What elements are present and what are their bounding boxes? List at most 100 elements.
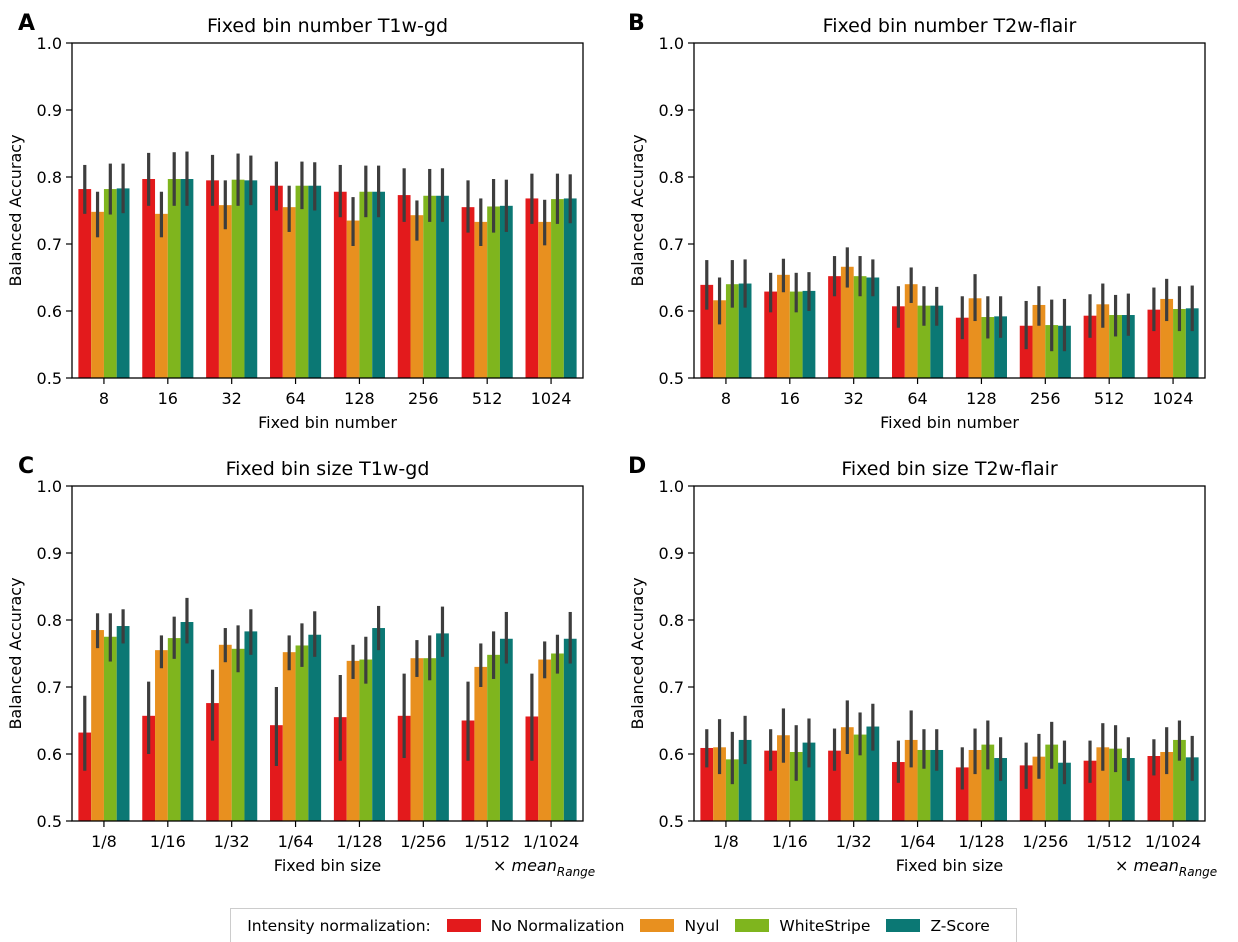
y-axis-label: Balanced Accuracy [628,134,647,286]
bar-nyul-1-256 [1032,756,1046,821]
bar-whitestripe-32 [853,276,867,378]
bar-no-normalization-1-256 [1019,765,1033,821]
x-axis-unit-mean: mean [1134,856,1179,875]
bar-no-normalization-1-128 [955,767,969,821]
y-tick-label: 0.7 [659,678,684,697]
x-axis-unit-base: × [493,856,512,875]
bar-whitestripe-512 [487,206,500,378]
bar-z-score-1-1024 [1185,757,1199,821]
bar-nyul-64 [282,207,296,378]
x-tick-label: 512 [472,389,503,408]
panel-d: D Fixed bin size T2w-flair 0.5 0.6 0.7 0.8 0.9… [628,454,1217,879]
bar-nyul-1-32 [840,727,854,821]
bar-z-score-1024 [563,198,577,378]
bar-whitestripe-1-1024 [1173,739,1186,821]
x-tick-label: 32 [844,389,864,408]
bar-z-score-8 [738,283,752,378]
bar-z-score-1-32 [244,631,258,821]
bar-z-score-1-256 [436,633,449,821]
bar-no-normalization-1-64 [270,725,283,821]
bar-no-normalization-1-16 [142,715,156,821]
x-axis-label: Fixed bin number [880,413,1019,432]
bar-nyul-1024 [1160,298,1174,378]
y-tick-label: 1.0 [659,34,684,53]
y-tick-label: 0.7 [659,235,684,254]
bar-no-normalization-512 [461,207,475,378]
bar-z-score-256 [1058,325,1071,378]
bar-nyul-256 [410,215,424,378]
bar-nyul-512 [474,221,488,378]
x-tick-label: 256 [1030,389,1061,408]
panel-a: A Fixed bin number T1w-gd 0.5 0.6 0.7 0.8 0.9 1… [6,11,584,432]
y-tick-label: 0.7 [37,678,62,697]
bar-nyul-1-256 [410,658,424,821]
bar-no-normalization-8 [700,284,714,378]
panel-letter: D [628,454,646,479]
bar-nyul-16 [155,213,168,378]
y-tick-label: 1.0 [659,477,684,496]
bar-z-score-1-256 [1058,762,1071,821]
bar-no-normalization-1024 [525,198,539,378]
bar-nyul-1-1024 [1160,751,1174,821]
y-tick-label: 0.6 [37,302,62,321]
bar-z-score-1-16 [180,622,194,821]
bar-whitestripe-1-128 [981,744,995,821]
y-axis-label: Balanced Accuracy [6,134,25,286]
x-tick-label: 1/64 [900,832,936,851]
legend-item-whitestripe: WhiteStripe [735,917,870,935]
chart-title: Fixed bin number T2w-flair [823,15,1077,37]
bar-whitestripe-16 [789,291,803,378]
x-tick-label: 64 [285,389,305,408]
bar-z-score-1-512 [499,638,513,821]
x-tick-label: 1024 [1153,389,1194,408]
legend: Intensity normalization: No Normalizatio… [230,908,1017,942]
bar-z-score-1-512 [1121,758,1135,821]
bar-whitestripe-1-256 [1045,744,1059,821]
bar-no-normalization-1-16 [764,750,778,821]
bar-no-normalization-1-1024 [525,716,539,821]
bar-whitestripe-256 [423,195,437,378]
x-tick-label: 1/1024 [523,832,579,851]
bar-no-normalization-128 [955,317,969,378]
x-axis-unit-mean: mean [512,856,557,875]
bar-z-score-512 [499,205,513,378]
bar-z-score-1-8 [738,739,752,821]
legend-title: Intensity normalization: [247,916,431,935]
x-tick-label: 1/128 [958,832,1004,851]
bar-whitestripe-64 [295,185,309,378]
bar-no-normalization-128 [333,191,347,378]
x-tick-label: 1/512 [1086,832,1132,851]
bar-z-score-16 [802,290,816,378]
bar-no-normalization-16 [142,179,156,378]
bar-whitestripe-1-32 [853,734,867,821]
y-tick-label: 0.9 [659,101,684,120]
y-tick-label: 0.8 [37,611,62,630]
bar-nyul-1-64 [282,652,296,821]
legend-swatch-z-score [886,919,921,932]
bar-nyul-8 [713,300,726,378]
chart-title: Fixed bin size T1w-gd [226,458,430,480]
x-axis-unit-subscript: Range [1179,865,1217,879]
bar-z-score-1-32 [866,726,880,821]
bar-nyul-512 [1096,304,1110,378]
bar-no-normalization-1-8 [700,747,714,821]
bar-nyul-1-8 [713,747,726,821]
x-axis-unit: × meanRange [1115,856,1217,879]
bar-whitestripe-512 [1109,315,1122,378]
figure: A Fixed bin number T1w-gd 0.5 0.6 0.7 0.8 0.9 1… [6,11,1217,879]
y-tick-label: 0.6 [37,745,62,764]
bar-no-normalization-32 [206,180,219,378]
bar-whitestripe-32 [231,179,245,378]
bar-no-normalization-256 [1019,325,1033,378]
bar-whitestripe-8 [725,284,739,378]
bar-whitestripe-128 [981,317,995,378]
bar-no-normalization-1-1024 [1147,756,1161,821]
bar-z-score-1-64 [308,634,322,821]
y-tick-label: 0.8 [659,168,684,187]
legend-item-no-normalization: No Normalization [446,917,624,935]
panel-letter: B [628,11,645,36]
legend-label-whitestripe: WhiteStripe [779,916,871,935]
bar-z-score-256 [436,195,449,378]
bar-no-normalization-1-512 [1083,760,1097,821]
bar-nyul-256 [1032,304,1046,378]
